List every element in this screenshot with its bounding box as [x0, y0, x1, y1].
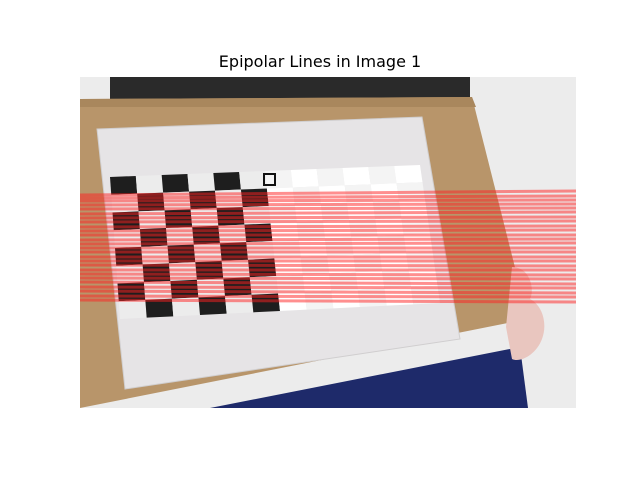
epipolar-line: [80, 280, 576, 286]
checker-square: [248, 258, 277, 278]
checker-square: [239, 171, 267, 190]
epipolar-line: [80, 237, 576, 242]
checker-square: [331, 289, 360, 309]
checker-square: [187, 173, 215, 192]
epipolar-line: [80, 202, 576, 207]
checker-square: [410, 285, 440, 305]
checker-square: [249, 276, 279, 295]
checker-square: [316, 168, 345, 187]
checker-square: [346, 201, 376, 221]
hand: [506, 267, 545, 361]
epipolar-line: [80, 189, 576, 197]
epipolar-line: [80, 219, 576, 224]
checker-square: [170, 279, 199, 299]
checker-square: [244, 223, 273, 243]
epipolar-line: [80, 272, 576, 277]
epipolar-line: [80, 298, 576, 304]
checker-square: [161, 174, 190, 193]
checker-square: [290, 169, 319, 188]
shirt-top: [110, 77, 470, 99]
epipolar-line: [80, 215, 576, 220]
epipolar-line: [80, 194, 576, 200]
epipolar-line: [80, 285, 576, 290]
checker-square: [242, 206, 271, 225]
epipolar-line: [80, 206, 576, 211]
epipolar-line: [80, 228, 576, 233]
chart-title: Epipolar Lines in Image 1: [218, 52, 422, 71]
image-axes: [80, 77, 576, 408]
checker-square: [394, 165, 423, 184]
checker-square: [351, 236, 380, 255]
epipolar-line: [80, 198, 576, 203]
checker-square: [198, 296, 227, 315]
sleeve: [210, 347, 528, 408]
epipolar-line: [80, 263, 576, 268]
checker-square: [139, 228, 168, 247]
checker-square: [118, 299, 147, 319]
checker-square: [168, 262, 197, 281]
checker-square: [135, 175, 164, 194]
checker-square: [349, 219, 378, 238]
checker-square: [246, 241, 275, 260]
epipolar-line: [80, 289, 576, 295]
epipolar-line: [80, 276, 576, 281]
checker-square: [251, 293, 280, 313]
epipolar-lines: [80, 189, 576, 304]
epipolar-line: [80, 294, 576, 299]
epipolar-line: [80, 241, 576, 246]
corner-marker: [263, 173, 276, 186]
checker-square: [342, 167, 371, 186]
checker-square: [145, 298, 174, 318]
epipolar-line: [80, 224, 576, 229]
board-shade: [80, 97, 476, 107]
epipolar-line: [80, 210, 576, 216]
checker-square: [368, 166, 397, 185]
checker-square: [213, 172, 241, 191]
checker-square: [171, 297, 200, 317]
checker-square: [110, 176, 138, 195]
